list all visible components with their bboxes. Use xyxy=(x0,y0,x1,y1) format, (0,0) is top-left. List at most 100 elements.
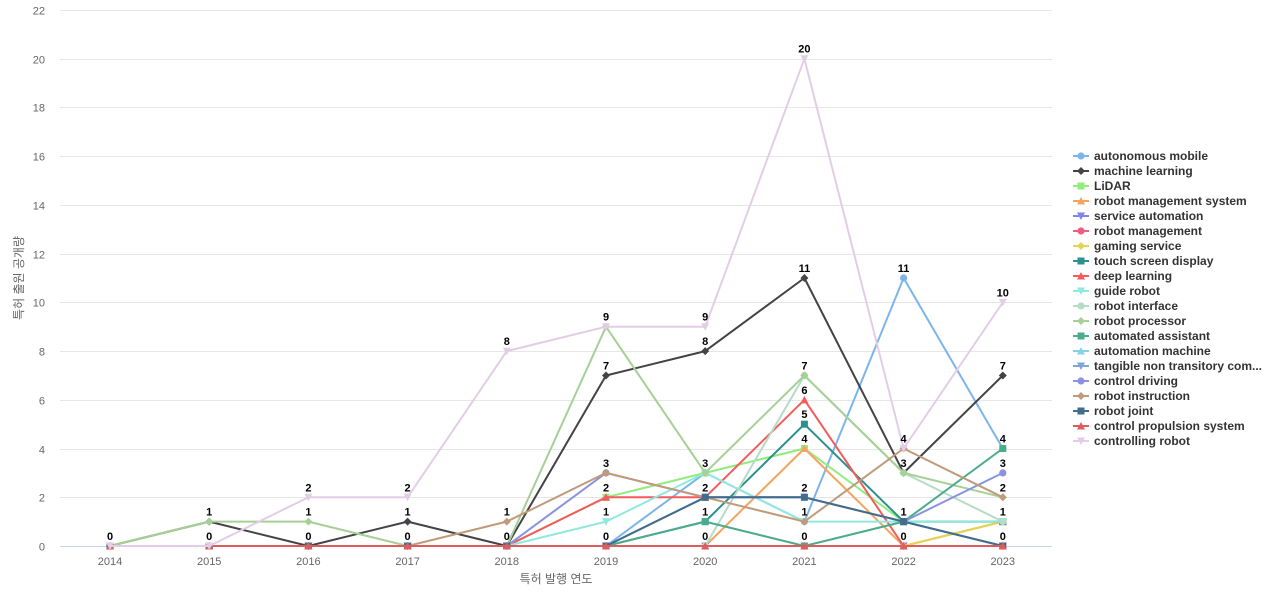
legend-item[interactable]: robot interface xyxy=(1072,298,1262,313)
y-tick-label: 20 xyxy=(33,55,45,67)
data-point xyxy=(205,542,214,550)
data-point xyxy=(899,468,908,477)
data-point xyxy=(800,420,808,428)
x-tick-label: 2019 xyxy=(594,556,618,568)
legend-label: robot management xyxy=(1094,223,1203,238)
data-point xyxy=(304,493,313,502)
data-label: 2 xyxy=(405,482,411,494)
data-point xyxy=(502,517,511,526)
y-tick-label: 4 xyxy=(39,445,45,457)
legend-swatch xyxy=(1073,332,1089,339)
data-label: 2 xyxy=(1000,482,1006,494)
y-tick-label: 16 xyxy=(33,152,45,164)
data-point xyxy=(998,542,1007,550)
series-line xyxy=(110,57,1004,547)
data-label: 0 xyxy=(206,531,212,543)
data-point xyxy=(1077,182,1085,189)
legend-swatch xyxy=(1073,391,1089,400)
data-point xyxy=(602,468,610,477)
data-label: 0 xyxy=(901,531,907,543)
legend-label: automation machine xyxy=(1094,343,1211,358)
y-tick-label: 2 xyxy=(39,493,45,505)
data-point xyxy=(800,542,809,550)
data-label: 7 xyxy=(801,360,807,372)
legend-item[interactable]: deep learning xyxy=(1072,268,1262,283)
data-point xyxy=(800,517,809,526)
data-point xyxy=(701,493,709,501)
data-label: 3 xyxy=(901,458,907,470)
legend-label: guide robot xyxy=(1094,283,1160,298)
data-point xyxy=(899,445,908,453)
legend-item[interactable]: autonomous mobile xyxy=(1072,148,1262,163)
data-label: 7 xyxy=(1000,360,1006,372)
legend-swatch xyxy=(1073,362,1089,370)
data-point xyxy=(304,542,313,550)
data-point xyxy=(900,518,908,526)
legend-item[interactable]: automation machine xyxy=(1072,343,1262,358)
legend-swatch xyxy=(1073,421,1089,429)
legend-item[interactable]: LiDAR xyxy=(1072,178,1262,193)
legend-item[interactable]: service automation xyxy=(1072,208,1262,223)
data-label: 1 xyxy=(801,507,807,519)
data-label: 0 xyxy=(603,531,609,543)
data-label: 11 xyxy=(898,263,910,275)
data-point xyxy=(403,542,412,550)
legend-label: LiDAR xyxy=(1094,178,1131,193)
y-axis-title: 특허 출원 공개량 xyxy=(12,236,26,320)
data-point xyxy=(900,274,908,282)
legend-item[interactable]: tangible non transitory com... xyxy=(1072,358,1262,373)
data-label: 0 xyxy=(107,531,113,543)
data-label: 8 xyxy=(504,336,510,348)
legend-item[interactable]: gaming service xyxy=(1072,238,1262,253)
data-point xyxy=(1077,151,1085,160)
data-point xyxy=(701,518,709,526)
x-tick-label: 2022 xyxy=(891,556,915,568)
data-label: 5 xyxy=(801,409,807,421)
legend-label: robot joint xyxy=(1094,403,1154,418)
data-point xyxy=(800,55,809,63)
x-tick-label: 2023 xyxy=(991,556,1015,568)
y-tick-label: 8 xyxy=(39,347,45,359)
data-point xyxy=(403,517,412,526)
data-point xyxy=(1077,226,1085,235)
data-point xyxy=(1077,241,1085,250)
y-tick-label: 18 xyxy=(33,103,45,115)
legend-item[interactable]: controlling robot xyxy=(1072,433,1262,448)
data-point xyxy=(403,493,412,502)
legend-swatch xyxy=(1073,257,1089,264)
legend-item[interactable]: robot management system xyxy=(1072,193,1262,208)
data-label: 4 xyxy=(1000,434,1007,446)
legend-item[interactable]: control propulsion system xyxy=(1072,418,1262,433)
legend-item[interactable]: automated assistant xyxy=(1072,328,1262,343)
legend-item[interactable]: machine learning xyxy=(1072,163,1262,178)
data-point xyxy=(1077,437,1085,445)
data-label: 3 xyxy=(1000,458,1006,470)
data-label: 1 xyxy=(702,507,708,519)
data-point xyxy=(205,517,214,526)
legend-item[interactable]: robot management xyxy=(1072,223,1262,238)
data-point xyxy=(106,542,114,550)
legend-label: deep learning xyxy=(1094,268,1173,283)
legend-item[interactable]: guide robot xyxy=(1072,283,1262,298)
series-line xyxy=(110,423,1003,547)
y-tick-label: 12 xyxy=(33,250,45,262)
legend-swatch xyxy=(1073,287,1089,295)
legend-label: automated assistant xyxy=(1094,328,1211,343)
data-label: 0 xyxy=(801,531,807,543)
legend-swatch xyxy=(1073,151,1089,160)
data-label: 1 xyxy=(1000,507,1006,519)
y-tick-label: 22 xyxy=(33,6,45,18)
legend-item[interactable]: robot instruction xyxy=(1072,388,1262,403)
legend-swatch xyxy=(1073,196,1089,204)
legend-label: touch screen display xyxy=(1094,253,1214,268)
legend-label: robot processor xyxy=(1094,313,1187,328)
legend-item[interactable]: control driving xyxy=(1072,373,1262,388)
legend-item[interactable]: touch screen display xyxy=(1072,253,1262,268)
legend-item[interactable]: robot processor xyxy=(1072,313,1262,328)
legend-item[interactable]: robot joint xyxy=(1072,403,1262,418)
data-label: 1 xyxy=(405,507,411,519)
data-point xyxy=(701,323,710,331)
data-label: 2 xyxy=(801,482,807,494)
data-label: 20 xyxy=(798,44,810,56)
data-label: 8 xyxy=(702,336,708,348)
